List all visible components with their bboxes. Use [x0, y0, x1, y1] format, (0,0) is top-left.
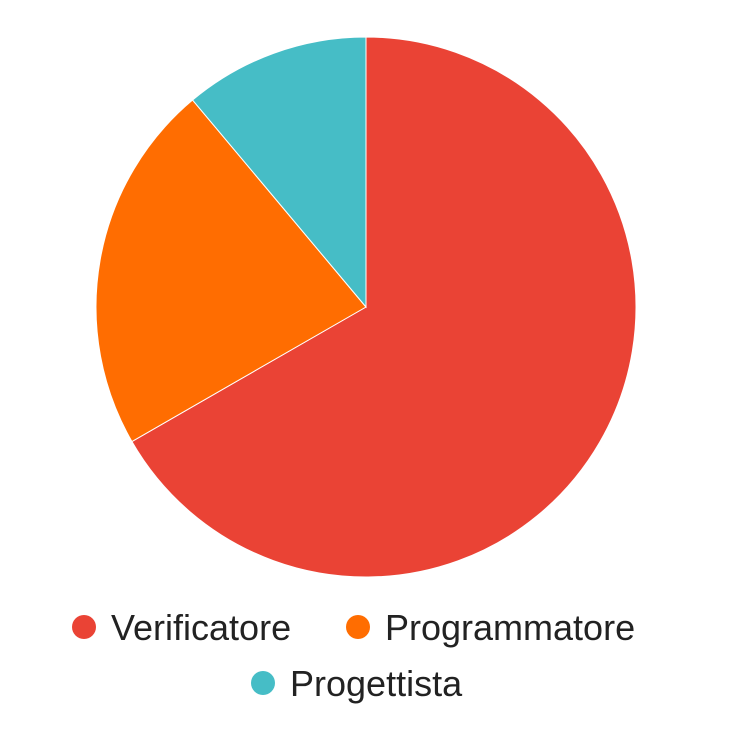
legend: Verificatore Programmatore Progettista	[72, 607, 635, 704]
legend-item-programmatore: Programmatore	[346, 607, 635, 648]
pie-slices	[95, 36, 637, 578]
pie-slice-progettista	[191, 36, 367, 309]
legend-marker-verificatore	[72, 615, 96, 639]
legend-label-programmatore: Programmatore	[385, 607, 635, 648]
pie-slice-verificatore	[131, 36, 637, 578]
legend-item-verificatore: Verificatore	[72, 607, 291, 648]
legend-label-progettista: Progettista	[290, 663, 463, 704]
legend-marker-programmatore	[346, 615, 370, 639]
legend-item-progettista: Progettista	[251, 663, 463, 704]
legend-label-verificatore: Verificatore	[111, 607, 291, 648]
legend-marker-progettista	[251, 671, 275, 695]
pie-slice-programmatore	[95, 99, 367, 443]
